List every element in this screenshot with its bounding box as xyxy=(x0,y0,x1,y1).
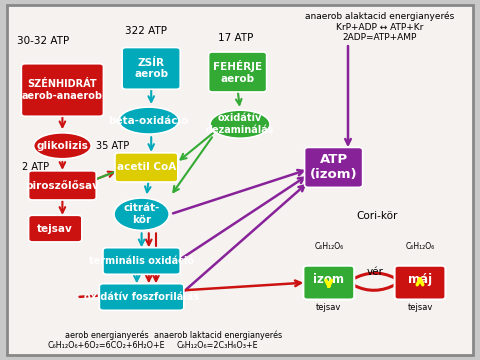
FancyBboxPatch shape xyxy=(22,64,104,116)
FancyBboxPatch shape xyxy=(395,266,445,300)
Text: tejsav: tejsav xyxy=(408,303,432,312)
Text: béta-oxidáció: béta-oxidáció xyxy=(108,116,189,126)
Text: anaerob alaktacid energianyerés
KrP+ADP ↔ ATP+Kr
2ADP=ATP+AMP: anaerob alaktacid energianyerés KrP+ADP … xyxy=(305,12,454,42)
Text: glikolizis: glikolizis xyxy=(36,141,88,151)
FancyBboxPatch shape xyxy=(7,5,473,355)
Text: Cori-kör: Cori-kör xyxy=(356,211,397,221)
FancyBboxPatch shape xyxy=(103,248,180,274)
Text: tejsav: tejsav xyxy=(316,303,341,312)
Text: 17 ATP: 17 ATP xyxy=(217,33,253,43)
Text: vér: vér xyxy=(367,267,384,277)
Text: ATP
(izom): ATP (izom) xyxy=(310,153,358,181)
Text: aerob energianyerés
C₆H₁₂O₆+6O₂=6CO₂+6H₂O+E: aerob energianyerés C₆H₁₂O₆+6O₂=6CO₂+6H₂… xyxy=(48,330,166,350)
Text: citrát-
kör: citrát- kör xyxy=(123,203,160,225)
Ellipse shape xyxy=(210,110,270,138)
Text: acetil CoA: acetil CoA xyxy=(117,162,176,172)
FancyBboxPatch shape xyxy=(99,284,184,310)
Text: SZÉNHIDRÁT
aerob-anaerob: SZÉNHIDRÁT aerob-anaerob xyxy=(22,79,103,101)
Text: FEHÉRJE
aerob: FEHÉRJE aerob xyxy=(213,60,262,84)
Text: 2 ATP: 2 ATP xyxy=(23,162,49,172)
FancyBboxPatch shape xyxy=(304,148,363,187)
Text: anaerob laktacid energianyerés
C₆H₁₂O₆=2C₃H₆O₃+E: anaerob laktacid energianyerés C₆H₁₂O₆=2… xyxy=(154,330,282,350)
Ellipse shape xyxy=(114,198,169,230)
Text: 30-32 ATP: 30-32 ATP xyxy=(17,36,69,46)
Text: C₆H₁₂O₆: C₆H₁₂O₆ xyxy=(406,242,434,251)
FancyBboxPatch shape xyxy=(29,171,96,200)
Text: ZSÍR
aerob: ZSÍR aerob xyxy=(134,58,168,79)
Text: oxidátív
dezaminálás: oxidátív dezaminálás xyxy=(206,113,274,135)
Ellipse shape xyxy=(119,107,179,134)
Text: 35 ATP: 35 ATP xyxy=(96,141,130,151)
Text: piroszőlősav: piroszőlősav xyxy=(25,180,99,191)
FancyBboxPatch shape xyxy=(29,215,82,242)
FancyBboxPatch shape xyxy=(122,48,180,89)
Text: izom: izom xyxy=(313,273,344,286)
Text: 322 ATP: 322 ATP xyxy=(125,26,168,36)
FancyBboxPatch shape xyxy=(208,52,267,92)
Ellipse shape xyxy=(34,133,91,159)
FancyBboxPatch shape xyxy=(115,153,178,182)
Text: máj: máj xyxy=(408,273,432,286)
Text: tejsav: tejsav xyxy=(37,224,73,234)
Text: C₆H₁₂O₆: C₆H₁₂O₆ xyxy=(314,242,343,251)
Text: oxidátív foszforilálás: oxidátív foszforilálás xyxy=(84,292,199,302)
FancyBboxPatch shape xyxy=(303,266,354,300)
Text: terminális oxidáció: terminális oxidáció xyxy=(89,256,194,266)
